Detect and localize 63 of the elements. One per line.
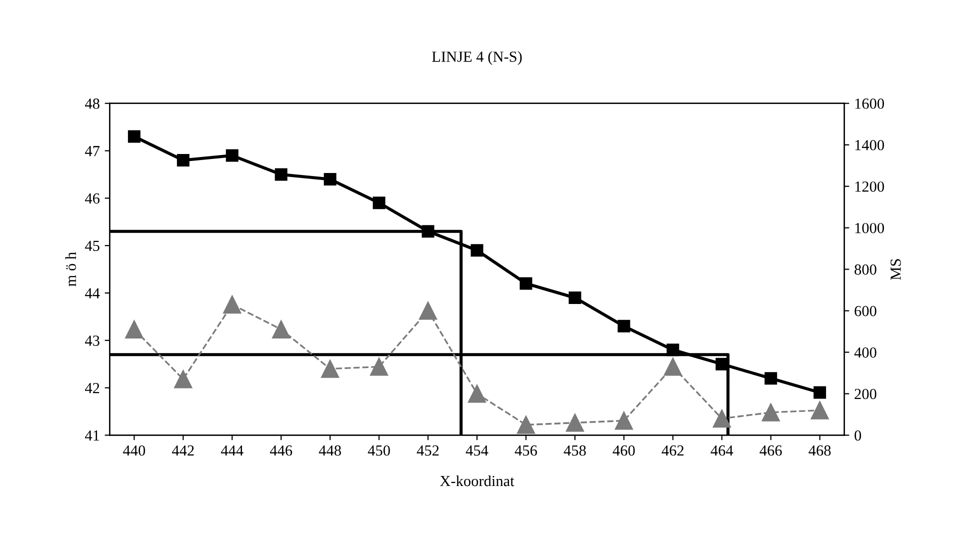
point <box>128 130 140 143</box>
point <box>614 412 633 430</box>
y2-tick-label: 1200 <box>855 181 884 192</box>
y-tick-label: 47 <box>85 146 100 156</box>
chart-title: LINJE 4 (N-S) <box>432 51 522 65</box>
x-axis-title: X-koordinat <box>440 475 514 486</box>
x-tick-label: 448 <box>318 445 341 456</box>
x-tick-label: 466 <box>760 445 782 456</box>
y-tick-label: 48 <box>85 98 100 109</box>
point <box>566 414 584 432</box>
y2-tick-label: 0 <box>854 430 862 441</box>
point <box>468 384 486 403</box>
y-tick-label: 44 <box>85 288 100 298</box>
y-tick-label: 46 <box>85 193 100 204</box>
x-tick-label: 440 <box>123 445 146 456</box>
point <box>516 416 535 434</box>
point <box>274 168 288 181</box>
point <box>618 320 630 332</box>
point <box>419 302 438 320</box>
point <box>814 386 826 399</box>
y-tick-label: 43 <box>85 336 100 346</box>
point <box>764 372 778 385</box>
y2-tick-label: 1400 <box>855 140 884 150</box>
point <box>810 401 829 420</box>
point <box>370 358 388 376</box>
point <box>125 320 144 338</box>
point <box>372 196 386 210</box>
point <box>176 154 190 166</box>
x-tick-label: 450 <box>368 445 390 456</box>
y-tick-label: 45 <box>85 240 100 252</box>
x-tick-label: 464 <box>710 445 734 456</box>
x-tick-label: 468 <box>808 445 831 456</box>
point <box>223 296 242 314</box>
y2-tick-label: 200 <box>854 388 876 400</box>
y2-tick-label: 600 <box>854 306 876 316</box>
point <box>174 370 192 388</box>
y2-tick-label: 400 <box>854 347 876 358</box>
x-tick-label: 454 <box>466 445 488 456</box>
y2-tick-label: 1000 <box>855 222 884 234</box>
x-tick-label: 452 <box>416 445 439 456</box>
point <box>664 358 682 376</box>
x-tick-label: 460 <box>612 445 635 456</box>
y-tick-label: 41 <box>85 430 100 440</box>
x-tick-label: 444 <box>220 445 244 456</box>
point <box>568 291 582 304</box>
y2-tick-label: 800 <box>854 264 876 275</box>
point <box>762 403 780 422</box>
x-tick-label: 462 <box>662 445 684 456</box>
y2-tick-label: 1600 <box>855 98 884 109</box>
x-tick-label: 456 <box>514 445 537 456</box>
x-tick-label: 458 <box>564 445 586 456</box>
point <box>470 244 484 257</box>
y2-axis-title: MS <box>890 259 901 280</box>
y-tick-label: 42 <box>85 382 100 394</box>
point <box>712 410 731 428</box>
point <box>324 172 336 186</box>
x-tick-label: 446 <box>270 445 292 456</box>
point <box>321 360 340 378</box>
point <box>520 277 532 290</box>
point <box>226 149 238 162</box>
y-axis-title: m ö h <box>65 252 76 286</box>
point <box>272 320 290 338</box>
x-tick-label: 442 <box>172 445 194 456</box>
